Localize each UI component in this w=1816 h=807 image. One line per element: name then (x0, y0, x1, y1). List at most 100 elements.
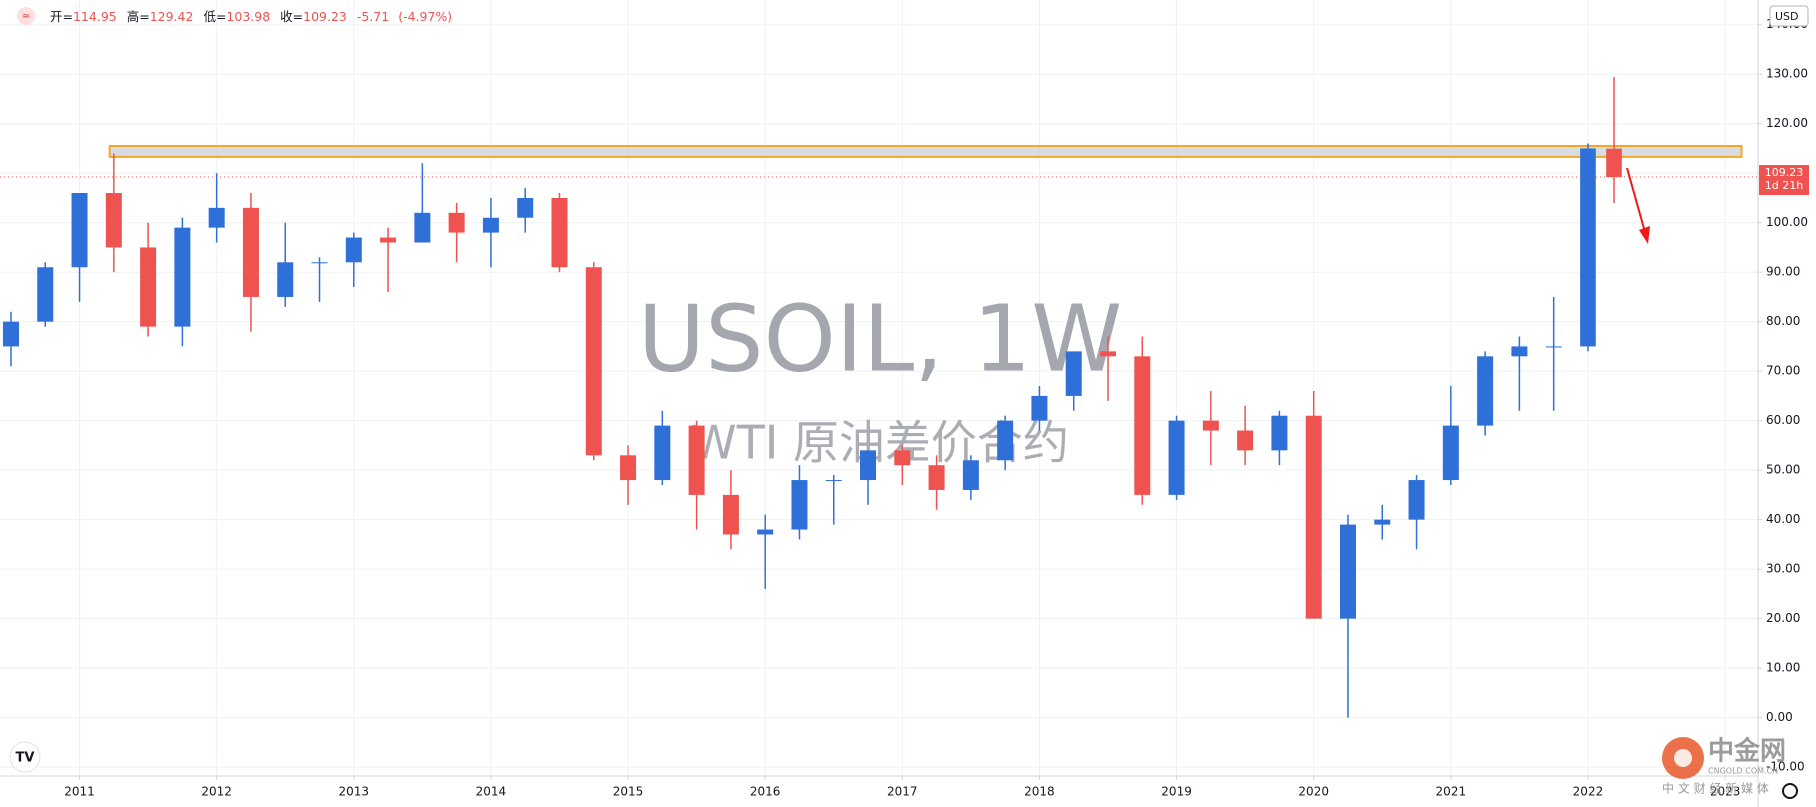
candle-body (311, 262, 328, 264)
candle-body (551, 197, 568, 268)
candle-body (174, 227, 191, 327)
countdown-label: 1d 21h (1765, 179, 1803, 192)
candle-body (1168, 420, 1185, 495)
ohlc-legend: 开=114.95 高=129.42 低=103.98 收=109.23 -5.7… (50, 9, 452, 24)
y-tick-label: 10.00 (1766, 661, 1800, 675)
tv-logo-circle[interactable] (9, 741, 41, 773)
candle-body (2, 321, 19, 347)
candle-body (1305, 415, 1322, 619)
candle-body (860, 450, 877, 481)
current-price-label: 109.23 (1765, 166, 1804, 179)
y-tick-label: 40.00 (1766, 512, 1800, 526)
brand-domain: CNGOLD.COM.CN (1708, 767, 1778, 776)
header: ≈ 开=114.95 高=129.42 低=103.98 收=109.23 -5… (17, 7, 452, 25)
x-tick-label: 2023 (1710, 785, 1741, 799)
low-label: 低= (203, 9, 226, 24)
x-tick-label: 2013 (339, 785, 370, 799)
candle-body (1237, 430, 1254, 451)
brand-watermark: 中金网 CNGOLD.COM.CN 中 文 财 经 新 媒 体 (1662, 736, 1786, 796)
candle-body (482, 217, 499, 233)
x-tick-label: 2018 (1024, 785, 1055, 799)
y-tick-label: 30.00 (1766, 562, 1800, 576)
watermark-title: USOIL, 1W (638, 285, 1123, 392)
y-tick-label: 50.00 (1766, 463, 1800, 477)
currency-button-box[interactable] (1769, 5, 1809, 27)
candle-body (1374, 519, 1391, 525)
candle-body (1511, 346, 1528, 357)
high-label: 高= (127, 9, 150, 24)
candle-body (1202, 420, 1219, 431)
candle-body (345, 237, 362, 263)
brand-name: 中金网 (1708, 736, 1786, 767)
candle-body (1100, 351, 1117, 357)
y-tick-label: 80.00 (1766, 314, 1800, 328)
y-tick-label: -10.00 (1766, 760, 1805, 774)
y-tick-label: 70.00 (1766, 364, 1800, 378)
close-label: 收= (280, 9, 303, 24)
price-zone (108, 144, 1743, 158)
x-tick-label: 2012 (201, 785, 232, 799)
high-value: 129.42 (150, 9, 194, 24)
candle-body (928, 465, 945, 490)
x-tick-label: 2017 (887, 785, 918, 799)
current-price-box (1759, 165, 1809, 196)
x-tick-label: 2011 (64, 785, 95, 799)
candle-body (757, 529, 774, 535)
x-tick-label: 2016 (750, 785, 781, 799)
currency-button[interactable]: USD (1769, 5, 1809, 27)
candle-body (654, 425, 671, 481)
candle-body (1339, 524, 1356, 619)
candle-body (1271, 415, 1288, 451)
candle-body (208, 207, 225, 228)
settings-button[interactable] (1782, 783, 1798, 799)
y-tick-label: 130.00 (1766, 67, 1808, 81)
y-tick-label: 90.00 (1766, 265, 1800, 279)
candle-body (448, 212, 465, 233)
x-tick-label: 2022 (1573, 785, 1604, 799)
candle-body (894, 450, 911, 466)
candle-body (380, 237, 397, 243)
candle-body (1408, 480, 1425, 520)
symbol-icon-glyph: ≈ (22, 11, 30, 22)
settings-icon[interactable] (1782, 783, 1798, 799)
close-value: 109.23 (303, 9, 347, 24)
tv-logo-glyph[interactable]: TV (16, 751, 35, 766)
symbol-icon (17, 7, 35, 25)
candle-body (585, 267, 602, 456)
candle-body (1606, 148, 1622, 178)
candle-body (1134, 356, 1151, 495)
candle-body (71, 193, 88, 268)
change-value: -5.71 (357, 9, 389, 24)
candle-body (791, 480, 808, 530)
y-tick-label: 20.00 (1766, 611, 1800, 625)
candle-body (517, 197, 534, 218)
tv-logo[interactable]: TV (9, 741, 41, 773)
currency-label[interactable]: USD (1775, 10, 1799, 23)
candle-body (242, 207, 259, 297)
candle-body (1545, 346, 1562, 348)
x-tick-label: 2015 (613, 785, 644, 799)
x-tick-label: 2014 (476, 785, 507, 799)
y-tick-label: 60.00 (1766, 413, 1800, 427)
y-tick-label: 120.00 (1766, 116, 1808, 130)
candle-body (825, 480, 842, 482)
x-tick-label: 2020 (1298, 785, 1329, 799)
change-percent: (-4.97%) (398, 9, 452, 24)
x-tick-label: 2019 (1161, 785, 1192, 799)
candle-body (1065, 351, 1082, 396)
candle-body (1442, 425, 1459, 481)
brand-slogan: 中 文 财 经 新 媒 体 (1662, 781, 1769, 796)
x-tick-label: 2021 (1436, 785, 1467, 799)
candle-body (1580, 148, 1596, 347)
open-value: 114.95 (73, 9, 117, 24)
y-tick-label: 100.00 (1766, 215, 1808, 229)
y-tick-label: 0.00 (1766, 710, 1793, 724)
candle-body (1031, 395, 1048, 421)
candle-body (962, 460, 979, 490)
candle-body (37, 267, 54, 322)
open-label: 开= (50, 9, 73, 24)
candle-body (414, 212, 431, 243)
